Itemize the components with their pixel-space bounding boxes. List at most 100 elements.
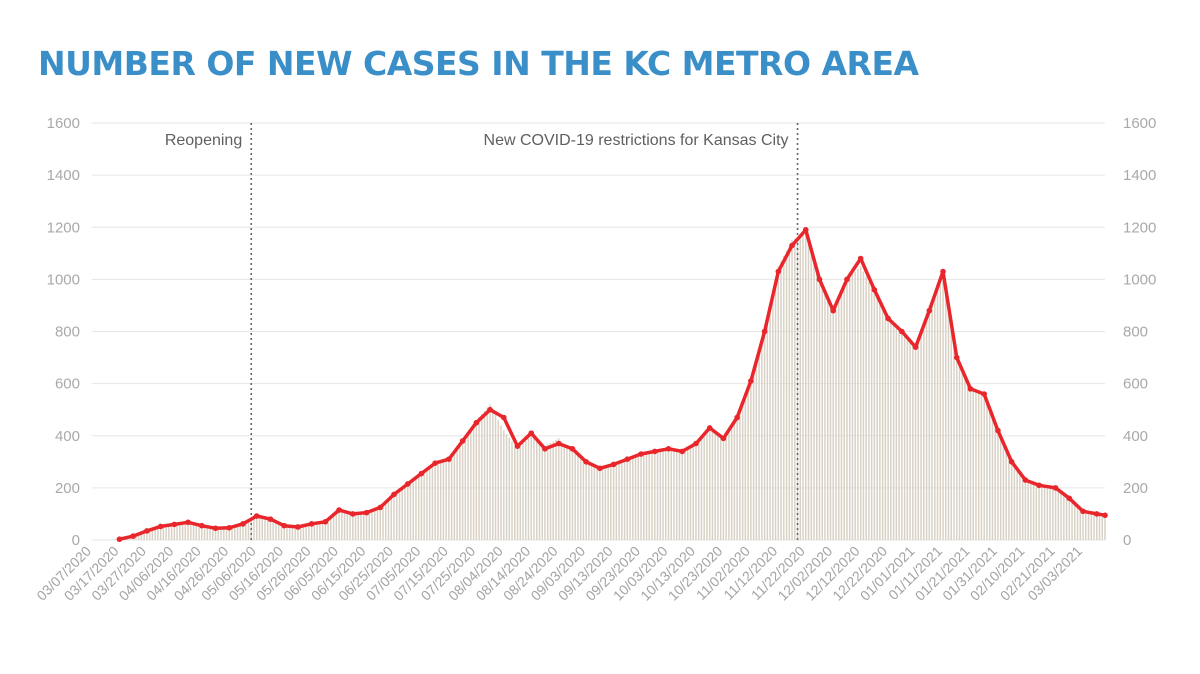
daily-bar <box>1021 476 1024 540</box>
average-point <box>871 287 878 293</box>
daily-bar <box>1046 486 1049 540</box>
average-point <box>885 315 891 322</box>
daily-bar <box>568 448 571 540</box>
daily-bar <box>700 435 703 540</box>
daily-bar <box>165 525 167 540</box>
daily-bar <box>920 328 922 540</box>
daily-bar <box>991 415 994 540</box>
y-tick-label: 1600 <box>47 115 80 132</box>
daily-bar <box>552 441 554 540</box>
daily-bar <box>772 292 774 540</box>
daily-bar <box>330 517 332 540</box>
daily-bar <box>739 408 741 540</box>
daily-bar <box>162 525 165 540</box>
daily-bar <box>533 437 535 540</box>
annotation-label: New COVID-19 restrictions for Kansas Cit… <box>484 132 789 149</box>
daily-bar <box>662 449 664 540</box>
average-point <box>418 470 425 477</box>
average-point <box>967 386 974 392</box>
average-point <box>706 425 713 431</box>
daily-bar <box>544 446 546 540</box>
daily-bar <box>437 460 439 540</box>
daily-bar <box>352 513 354 540</box>
daily-bar <box>360 513 362 540</box>
daily-bar <box>212 527 214 540</box>
daily-bar <box>343 512 346 540</box>
average-point <box>212 525 219 532</box>
daily-bar <box>593 466 596 540</box>
daily-bar <box>404 487 406 540</box>
daily-bar <box>327 519 329 540</box>
daily-bar <box>1065 496 1068 540</box>
daily-bar <box>560 440 563 540</box>
daily-bar <box>813 260 815 540</box>
daily-bar <box>714 431 716 540</box>
daily-bar <box>201 525 203 540</box>
daily-bar <box>824 289 826 540</box>
daily-bar <box>1104 516 1106 540</box>
daily-bar <box>588 463 590 540</box>
daily-bar <box>368 512 371 540</box>
daily-bar <box>494 414 497 540</box>
daily-bar <box>376 509 379 540</box>
daily-bar <box>225 527 228 540</box>
daily-bar <box>994 423 996 540</box>
daily-bar <box>643 453 645 540</box>
daily-bar <box>1024 480 1027 540</box>
y-tick-label: 800 <box>1123 324 1148 341</box>
average-point <box>267 516 274 522</box>
daily-bar <box>395 493 398 540</box>
daily-bar <box>497 420 500 540</box>
y-tick-label: 0 <box>72 532 80 549</box>
daily-bar <box>140 530 143 540</box>
daily-bar <box>319 522 321 540</box>
y-tick-label: 1600 <box>1123 115 1156 132</box>
daily-bar <box>1087 512 1090 540</box>
average-point <box>500 414 507 421</box>
daily-bar <box>854 271 856 540</box>
daily-bar <box>483 410 486 540</box>
daily-bar <box>791 240 793 540</box>
daily-bar <box>807 241 810 540</box>
daily-bar <box>261 517 263 540</box>
y-axis-right-ticks: 0 200 400 600 800 1000 1200 1400 1600 <box>1123 115 1156 549</box>
daily-bar <box>590 464 593 540</box>
daily-bar <box>870 287 873 540</box>
daily-bar <box>843 284 845 540</box>
daily-bar <box>629 458 631 540</box>
daily-bar <box>909 339 911 540</box>
daily-bar <box>181 522 184 540</box>
daily-bar <box>1090 512 1093 540</box>
daily-bar <box>673 449 675 540</box>
daily-bar <box>159 525 162 540</box>
daily-bar <box>876 297 878 540</box>
daily-bar <box>977 391 980 540</box>
daily-bar <box>294 526 296 540</box>
daily-bar <box>582 459 585 540</box>
daily-bar <box>415 477 417 540</box>
daily-bar <box>703 433 705 540</box>
daily-bar <box>203 526 206 540</box>
daily-bar <box>966 382 969 540</box>
daily-bar <box>255 516 258 540</box>
average-point <box>1066 495 1073 502</box>
daily-bar <box>761 341 763 540</box>
daily-bar <box>1093 513 1095 540</box>
x-axis-ticks: 03/07/202003/17/202003/27/202004/06/2020… <box>33 543 1085 604</box>
daily-bar <box>1030 482 1032 540</box>
daily-bar <box>901 331 903 540</box>
daily-bar <box>596 468 598 540</box>
average-point <box>816 276 823 283</box>
daily-bar <box>708 427 711 540</box>
daily-bar <box>431 463 434 540</box>
average-point <box>157 523 164 530</box>
daily-bar <box>450 453 453 540</box>
average-point <box>926 307 933 314</box>
daily-bar <box>519 446 522 540</box>
daily-bar <box>302 525 305 540</box>
daily-bar <box>349 513 351 540</box>
daily-bar <box>478 416 480 540</box>
average-line-series <box>116 227 1108 543</box>
daily-bar <box>675 450 678 540</box>
